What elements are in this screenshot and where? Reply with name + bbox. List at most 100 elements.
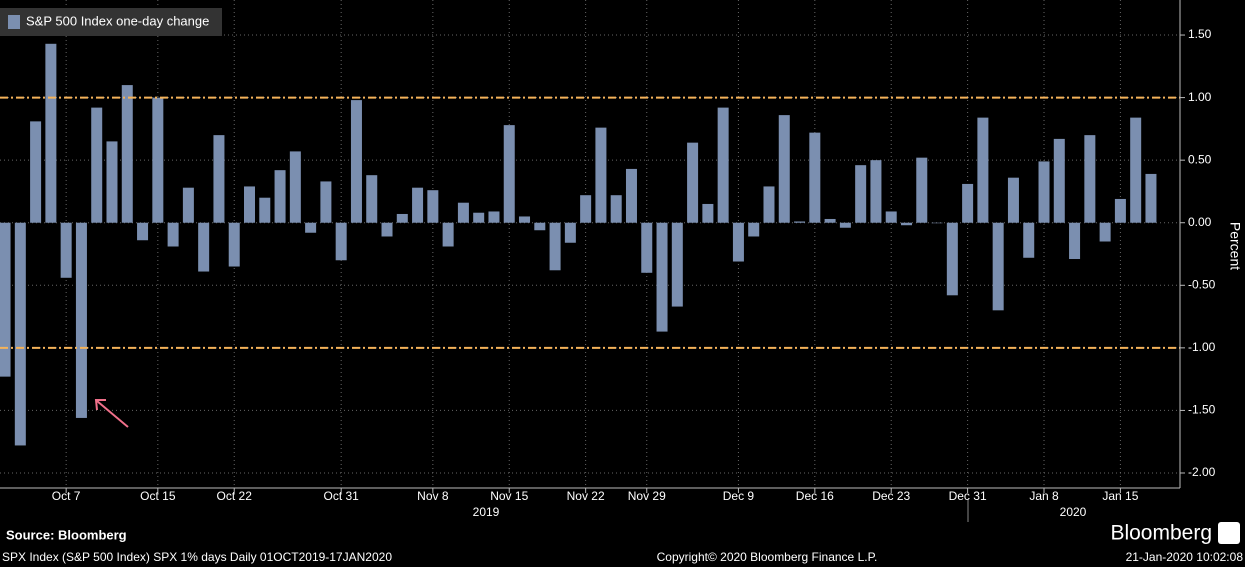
bar	[335, 222, 347, 261]
x-tick-label: Oct 22	[217, 489, 253, 503]
y-tick-label: 1.00	[1188, 90, 1212, 104]
bar	[549, 222, 561, 271]
legend-swatch	[8, 15, 20, 29]
bar	[519, 216, 531, 223]
x-tick-label: Dec 23	[872, 489, 910, 503]
bar	[60, 222, 72, 278]
bar	[610, 195, 622, 223]
description: SPX Index (S&P 500 Index) SPX 1% days Da…	[2, 550, 392, 564]
bar	[473, 212, 485, 223]
bar	[656, 222, 668, 332]
x-tick-label: Jan 8	[1029, 489, 1059, 503]
axes: 1.50 1.00 0.50 0.00 -0.50 -1.00 -1.50 -2.00 Oct …	[52, 27, 1216, 519]
bar	[1023, 222, 1035, 258]
bar	[30, 121, 42, 223]
bars	[0, 43, 1157, 446]
bar	[1084, 135, 1096, 223]
bar	[1145, 173, 1157, 223]
bar	[977, 117, 989, 223]
bar	[457, 202, 469, 223]
bar	[916, 157, 928, 223]
bar	[534, 222, 546, 231]
annotation-arrow	[96, 400, 129, 428]
bar	[198, 222, 210, 272]
bar	[595, 127, 607, 223]
bar	[732, 222, 744, 262]
bar	[625, 168, 637, 223]
bar	[580, 195, 592, 223]
bar	[45, 43, 57, 223]
bar	[396, 213, 408, 223]
bar	[641, 222, 653, 273]
bar	[794, 221, 806, 223]
bar	[182, 187, 194, 223]
bar	[106, 141, 118, 223]
y-axis-label: Percent	[1227, 222, 1243, 270]
bar	[885, 211, 897, 223]
bar	[1007, 177, 1019, 223]
copyright: Copyright© 2020 Bloomberg Finance L.P.	[657, 550, 878, 564]
bar	[1099, 222, 1111, 242]
bar	[702, 203, 714, 223]
y-tick-label: -1.00	[1188, 340, 1216, 354]
x-tick-label: Nov 29	[628, 489, 666, 503]
bar	[350, 100, 362, 223]
year-label: 2020	[1060, 505, 1087, 519]
bar	[855, 165, 867, 223]
bar	[1114, 198, 1126, 223]
bar	[763, 186, 775, 223]
bar	[931, 222, 943, 224]
y-tick-label: -0.50	[1188, 277, 1216, 291]
bar	[274, 170, 286, 223]
bar	[14, 222, 26, 446]
x-tick-label: Oct 15	[140, 489, 176, 503]
bar	[564, 222, 576, 243]
y-tick-label: 1.50	[1188, 27, 1212, 41]
bar	[687, 142, 699, 223]
bar	[427, 190, 439, 223]
x-tick-label: Dec 31	[949, 489, 987, 503]
x-tick-label: Dec 16	[796, 489, 834, 503]
x-tick-label: Oct 7	[52, 489, 81, 503]
source: Source: Bloomberg	[6, 527, 127, 542]
bar	[289, 151, 301, 223]
bar	[946, 222, 958, 296]
bar	[870, 160, 882, 223]
bar	[366, 175, 378, 223]
bar	[962, 183, 974, 223]
bar	[488, 211, 500, 223]
legend-box	[0, 8, 222, 36]
bar	[442, 222, 454, 247]
bar	[381, 222, 393, 237]
bar	[152, 97, 164, 223]
y-tick-label: -1.50	[1188, 403, 1216, 417]
bar	[671, 222, 683, 307]
bar	[0, 222, 11, 377]
x-tick-label: Oct 31	[323, 489, 359, 503]
bar	[412, 187, 424, 223]
x-tick-label: Nov 15	[490, 489, 528, 503]
bar	[778, 115, 790, 223]
bar	[320, 181, 332, 223]
y-tick-label: -2.00	[1188, 465, 1216, 479]
bar	[1069, 222, 1081, 260]
bar	[992, 222, 1004, 311]
bar	[824, 218, 836, 223]
brand: Bloomberg	[1110, 522, 1212, 545]
x-tick-label: Dec 9	[723, 489, 755, 503]
x-tick-label: Nov 22	[567, 489, 605, 503]
bar	[305, 222, 317, 233]
bar	[228, 222, 240, 267]
bar	[1038, 161, 1050, 223]
bar	[717, 107, 729, 223]
y-tick-label: 0.00	[1188, 215, 1212, 229]
bar	[839, 222, 851, 228]
bar	[244, 186, 256, 223]
bar	[503, 125, 515, 223]
bar	[213, 135, 225, 223]
timestamp: 21-Jan-2020 10:02:08	[1126, 550, 1244, 564]
reference-lines	[0, 96, 1180, 349]
